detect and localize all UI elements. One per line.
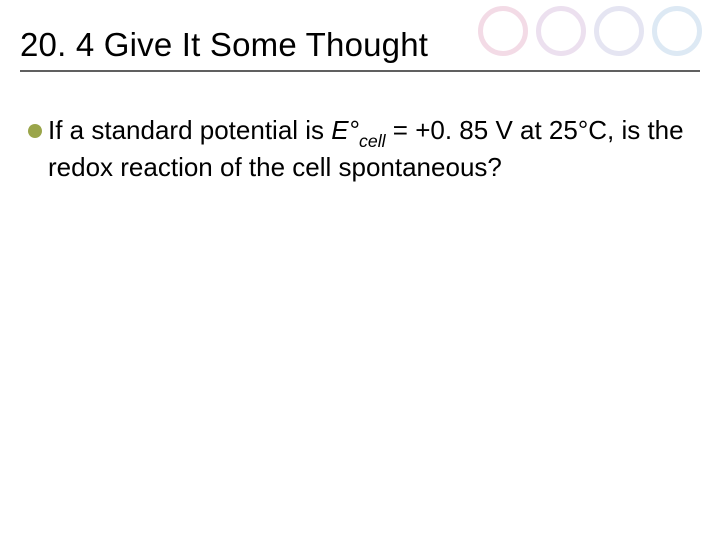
decor-circles — [478, 6, 702, 56]
slide-body: If a standard potential is E°cell = +0. … — [0, 78, 720, 184]
variable-e: E° — [331, 115, 359, 145]
bullet-item: If a standard potential is E°cell = +0. … — [28, 114, 692, 184]
text-segment: If a standard potential is — [48, 115, 331, 145]
bullet-icon — [28, 124, 42, 138]
decor-circle — [652, 6, 702, 56]
subscript-cell: cell — [359, 131, 386, 151]
bullet-text: If a standard potential is E°cell = +0. … — [48, 114, 692, 184]
decor-circle — [594, 6, 644, 56]
decor-circle — [536, 6, 586, 56]
decor-circle — [478, 6, 528, 56]
title-underline — [20, 70, 700, 72]
